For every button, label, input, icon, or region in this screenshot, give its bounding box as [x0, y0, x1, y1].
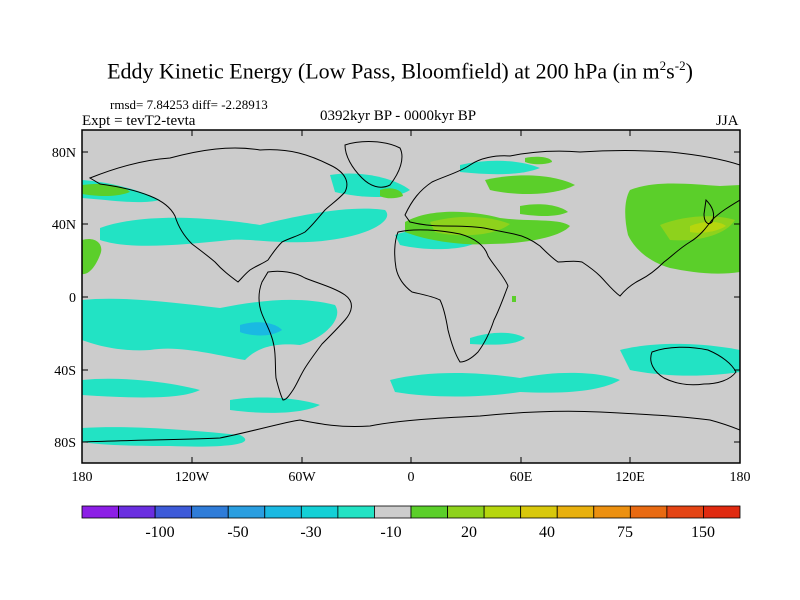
- coastline-antarctica: [82, 410, 740, 443]
- colorbar-labels: -100 -50 -30 -10 20 40 75 150: [145, 524, 715, 541]
- chart-title: Eddy Kinetic Energy (Low Pass, Bloomfiel…: [107, 58, 693, 84]
- lat-label: 0: [69, 291, 76, 306]
- anomaly-patch-yellowgreen: [690, 221, 726, 233]
- anomaly-patch-cyan: [470, 332, 525, 345]
- colorbar-swatch: [447, 505, 485, 519]
- colorbar-swatch: [666, 505, 704, 519]
- colorbar-swatch: [410, 505, 448, 519]
- season-label: JJA: [716, 113, 739, 129]
- colorbar-label: -50: [227, 524, 248, 541]
- colorbar-label: 150: [691, 524, 715, 541]
- coastline-japan: [703, 198, 715, 225]
- colorbar-label: -100: [145, 524, 174, 541]
- lon-axis: 180 120W 60W 0 60E 120E 180: [72, 130, 751, 485]
- colorbar-swatch: [81, 505, 119, 519]
- lon-label: 180: [730, 470, 751, 485]
- map-background: [82, 130, 740, 463]
- lat-label: 40S: [54, 364, 76, 379]
- colorbar-swatch: [483, 505, 522, 519]
- anomaly-patch-green: [520, 204, 568, 216]
- coastline-africa: [394, 229, 509, 363]
- colorbar-swatch: [593, 505, 631, 519]
- lon-label: 120W: [175, 470, 210, 485]
- colorbar-label: 20: [461, 524, 477, 541]
- lon-label: 120E: [615, 470, 645, 485]
- anomaly-patch-cyan: [82, 378, 200, 398]
- anomaly-patch-green: [380, 188, 403, 199]
- colorbar: [81, 505, 741, 519]
- colorbar-swatch: [118, 505, 156, 519]
- coastline-greenland: [344, 141, 403, 188]
- anomaly-patch-cyan: [230, 397, 320, 413]
- anomaly-patch-cyan: [82, 427, 246, 447]
- rmsd-diff-stats: rmsd= 7.84253 diff= -2.28913: [110, 97, 268, 112]
- coastline-eurasia: [404, 150, 740, 297]
- anomaly-patch-cyan: [390, 372, 620, 397]
- colorbar-swatch: [191, 505, 229, 519]
- lon-label: 0: [408, 470, 415, 485]
- anomaly-patch-lime: [430, 216, 510, 236]
- lat-label: 80S: [54, 436, 76, 451]
- lon-label: 180: [72, 470, 93, 485]
- period-label: 0392kyr BP - 0000kyr BP: [320, 108, 477, 124]
- colorbar-swatch: [300, 505, 339, 519]
- anomaly-patch-cyan: [460, 160, 540, 175]
- anomaly-patch-green: [485, 175, 575, 195]
- colorbar-swatch: [703, 505, 741, 519]
- colorbar-label: -10: [380, 524, 401, 541]
- colorbar-swatch: [556, 505, 595, 519]
- colorbar-swatch: [337, 505, 375, 519]
- anomaly-patch-green: [82, 238, 102, 275]
- experiment-label: Expt = tevT2-tevta: [82, 113, 196, 129]
- lat-label: 80N: [52, 146, 76, 161]
- lon-label: 60E: [510, 470, 533, 485]
- colorbar-swatch: [154, 505, 193, 519]
- lat-label: 40N: [52, 218, 76, 233]
- colorbar-swatch: [520, 505, 558, 519]
- coastline-north-america: [88, 147, 348, 283]
- lon-label: 60W: [288, 470, 316, 485]
- anomaly-patch-blue: [240, 322, 282, 336]
- anomaly-patch-green: [525, 156, 552, 165]
- colorbar-label: 40: [539, 524, 555, 541]
- colorbar-label: 75: [617, 524, 633, 541]
- coastlines: [82, 141, 740, 443]
- anomaly-patch-cyan: [620, 343, 740, 376]
- anomaly-patch-green: [512, 296, 516, 302]
- coastline-south-america: [258, 270, 352, 401]
- anomaly-patch-cyan: [100, 208, 388, 246]
- colorbar-swatch: [227, 505, 266, 519]
- coastline-australia: [650, 346, 737, 386]
- colorbar-swatch: [629, 505, 668, 519]
- lat-axis: 80N 40N 0 40S 80S: [52, 146, 740, 451]
- colorbar-swatch: [264, 505, 302, 519]
- colorbar-swatch: [374, 505, 412, 519]
- colorbar-label: -30: [300, 524, 321, 541]
